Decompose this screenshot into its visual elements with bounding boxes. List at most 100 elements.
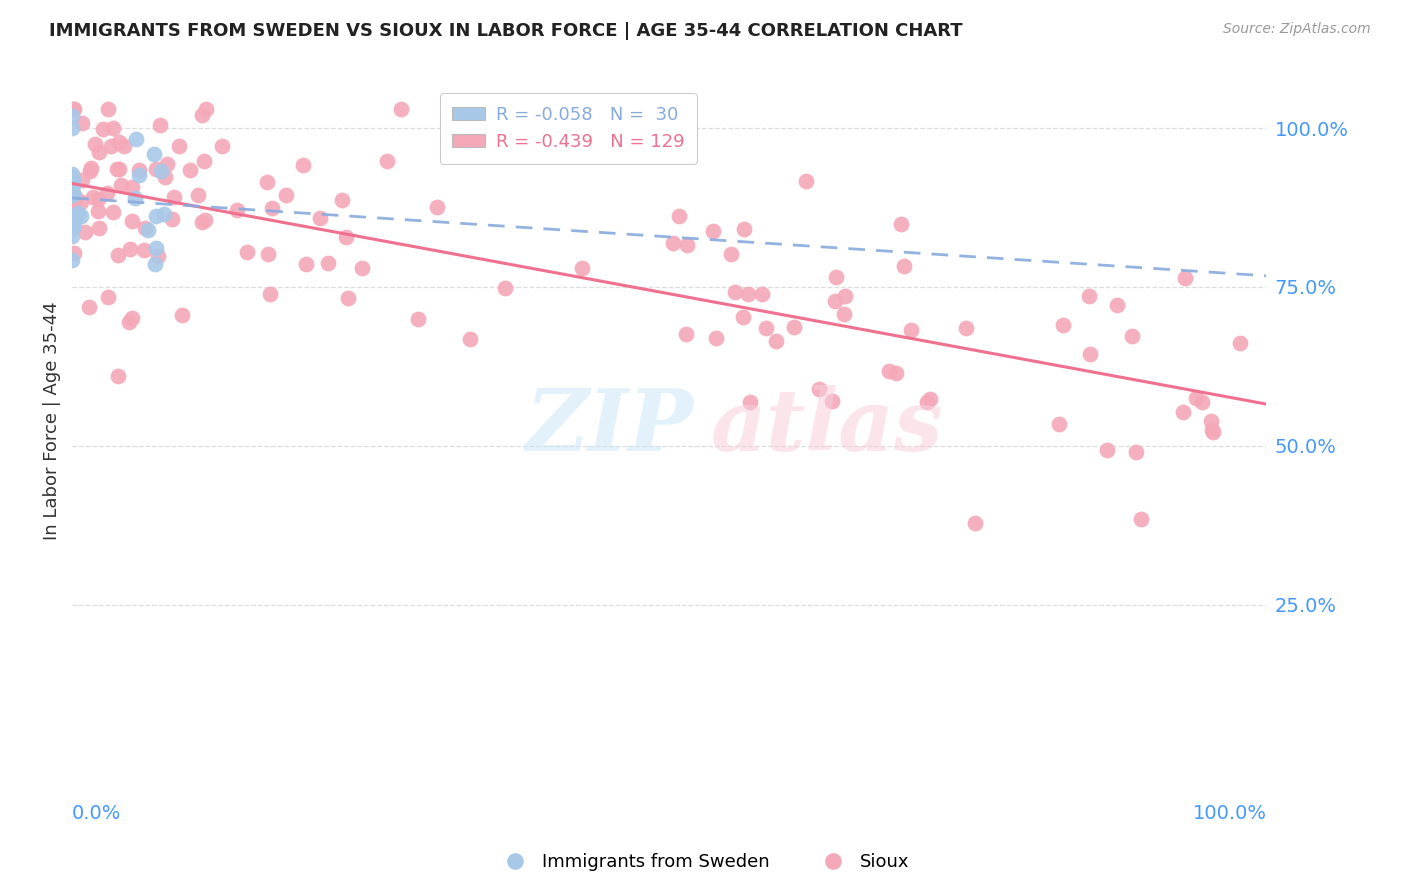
Point xyxy=(825,269,848,284)
Point xyxy=(150,163,173,178)
Point xyxy=(1077,289,1099,303)
Point xyxy=(1201,423,1223,437)
Y-axis label: In Labor Force | Age 35-44: In Labor Force | Age 35-44 xyxy=(44,301,60,540)
Point xyxy=(62,178,84,192)
Point xyxy=(97,102,120,116)
Text: 100.0%: 100.0% xyxy=(1192,805,1267,823)
Point xyxy=(257,247,280,261)
Point xyxy=(256,176,278,190)
Point xyxy=(172,308,194,322)
Point xyxy=(702,223,724,237)
Point xyxy=(86,204,108,219)
Point xyxy=(193,153,215,168)
Point xyxy=(194,212,217,227)
Point xyxy=(62,177,84,191)
Point xyxy=(63,246,86,260)
Point xyxy=(235,245,257,260)
Point xyxy=(70,173,93,187)
Point xyxy=(62,210,84,224)
Point xyxy=(82,190,104,204)
Point xyxy=(571,260,593,275)
Point xyxy=(65,190,87,204)
Point xyxy=(389,102,412,116)
Point xyxy=(145,209,167,223)
Point xyxy=(148,249,170,263)
Point xyxy=(63,102,86,116)
Point xyxy=(87,220,110,235)
Point xyxy=(69,194,91,209)
Point xyxy=(62,197,84,211)
Point xyxy=(330,193,353,207)
Point xyxy=(143,257,166,271)
Point xyxy=(167,138,190,153)
Point xyxy=(62,102,84,116)
Point xyxy=(335,229,357,244)
Point xyxy=(733,310,755,325)
Point xyxy=(824,294,846,309)
Point xyxy=(494,281,516,295)
Point xyxy=(128,163,150,178)
Point xyxy=(63,217,86,231)
Point xyxy=(153,169,176,184)
Point xyxy=(87,145,110,159)
Point xyxy=(60,169,83,184)
Point xyxy=(101,205,124,219)
Point xyxy=(915,395,938,409)
Point xyxy=(60,121,83,136)
Point xyxy=(153,207,176,221)
Point xyxy=(179,163,201,178)
Point xyxy=(783,320,806,334)
Point xyxy=(108,135,131,149)
Point xyxy=(295,257,318,271)
Point xyxy=(118,242,141,256)
Point xyxy=(352,260,374,275)
Point xyxy=(1130,512,1153,526)
Point xyxy=(121,180,143,194)
Point xyxy=(1052,318,1074,332)
Point xyxy=(77,301,100,315)
Point xyxy=(1199,414,1222,428)
Point xyxy=(134,221,156,235)
Point xyxy=(101,120,124,135)
Point xyxy=(406,311,429,326)
Point xyxy=(84,136,107,151)
Point xyxy=(807,382,830,396)
Point xyxy=(1184,391,1206,405)
Point xyxy=(1229,336,1251,351)
Point xyxy=(955,321,977,335)
Point xyxy=(138,223,160,237)
Point xyxy=(121,214,143,228)
Point xyxy=(1097,443,1119,458)
Point xyxy=(110,178,132,193)
Point xyxy=(884,366,907,380)
Point xyxy=(668,209,690,223)
Point xyxy=(737,287,759,301)
Point xyxy=(458,332,481,346)
Legend: Immigrants from Sweden, Sioux: Immigrants from Sweden, Sioux xyxy=(489,847,917,879)
Point xyxy=(66,206,89,220)
Point xyxy=(893,259,915,273)
Point xyxy=(149,119,172,133)
Text: IMMIGRANTS FROM SWEDEN VS SIOUX IN LABOR FORCE | AGE 35-44 CORRELATION CHART: IMMIGRANTS FROM SWEDEN VS SIOUX IN LABOR… xyxy=(49,22,963,40)
Text: atlas: atlas xyxy=(711,385,943,469)
Point xyxy=(105,162,128,177)
Point xyxy=(194,102,217,116)
Point xyxy=(145,162,167,177)
Point xyxy=(375,154,398,169)
Point xyxy=(900,323,922,337)
Point xyxy=(724,285,747,300)
Point xyxy=(291,158,314,172)
Point xyxy=(124,191,146,205)
Point xyxy=(274,187,297,202)
Point xyxy=(128,168,150,182)
Point xyxy=(62,212,84,227)
Point xyxy=(160,211,183,226)
Text: 0.0%: 0.0% xyxy=(72,805,121,823)
Point xyxy=(336,291,359,305)
Point xyxy=(145,241,167,255)
Point xyxy=(124,132,146,146)
Point xyxy=(91,121,114,136)
Point xyxy=(918,392,941,406)
Point xyxy=(100,139,122,153)
Point xyxy=(70,116,93,130)
